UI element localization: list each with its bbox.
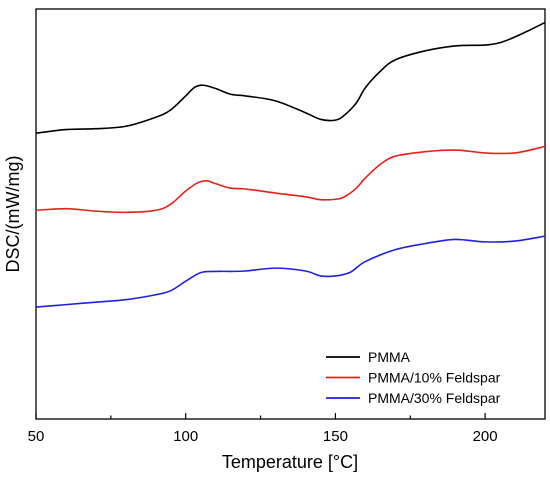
x-tick-label: 200 xyxy=(473,428,498,445)
plot-frame xyxy=(35,8,546,420)
x-axis-ticks: 50 100 150 200 xyxy=(28,413,498,445)
x-tick-label: 50 xyxy=(28,428,45,445)
x-axis-title: Temperature [°C] xyxy=(222,452,358,472)
legend-label-1: PMMA xyxy=(368,349,411,365)
legend-label-2: PMMA/10% Feldspar xyxy=(368,370,501,386)
legend-label-3: PMMA/30% Feldspar xyxy=(368,390,501,406)
y-axis-title: DSC/(mW/mg) xyxy=(3,156,23,273)
x-tick-label: 100 xyxy=(173,428,198,445)
series-line-2 xyxy=(35,145,546,214)
series-line-1 xyxy=(35,21,546,135)
series-layer xyxy=(35,21,546,308)
series-line-3 xyxy=(35,235,546,308)
x-tick-label: 150 xyxy=(323,428,348,445)
legend: PMMA PMMA/10% Feldspar PMMA/30% Feldspar xyxy=(326,349,501,406)
